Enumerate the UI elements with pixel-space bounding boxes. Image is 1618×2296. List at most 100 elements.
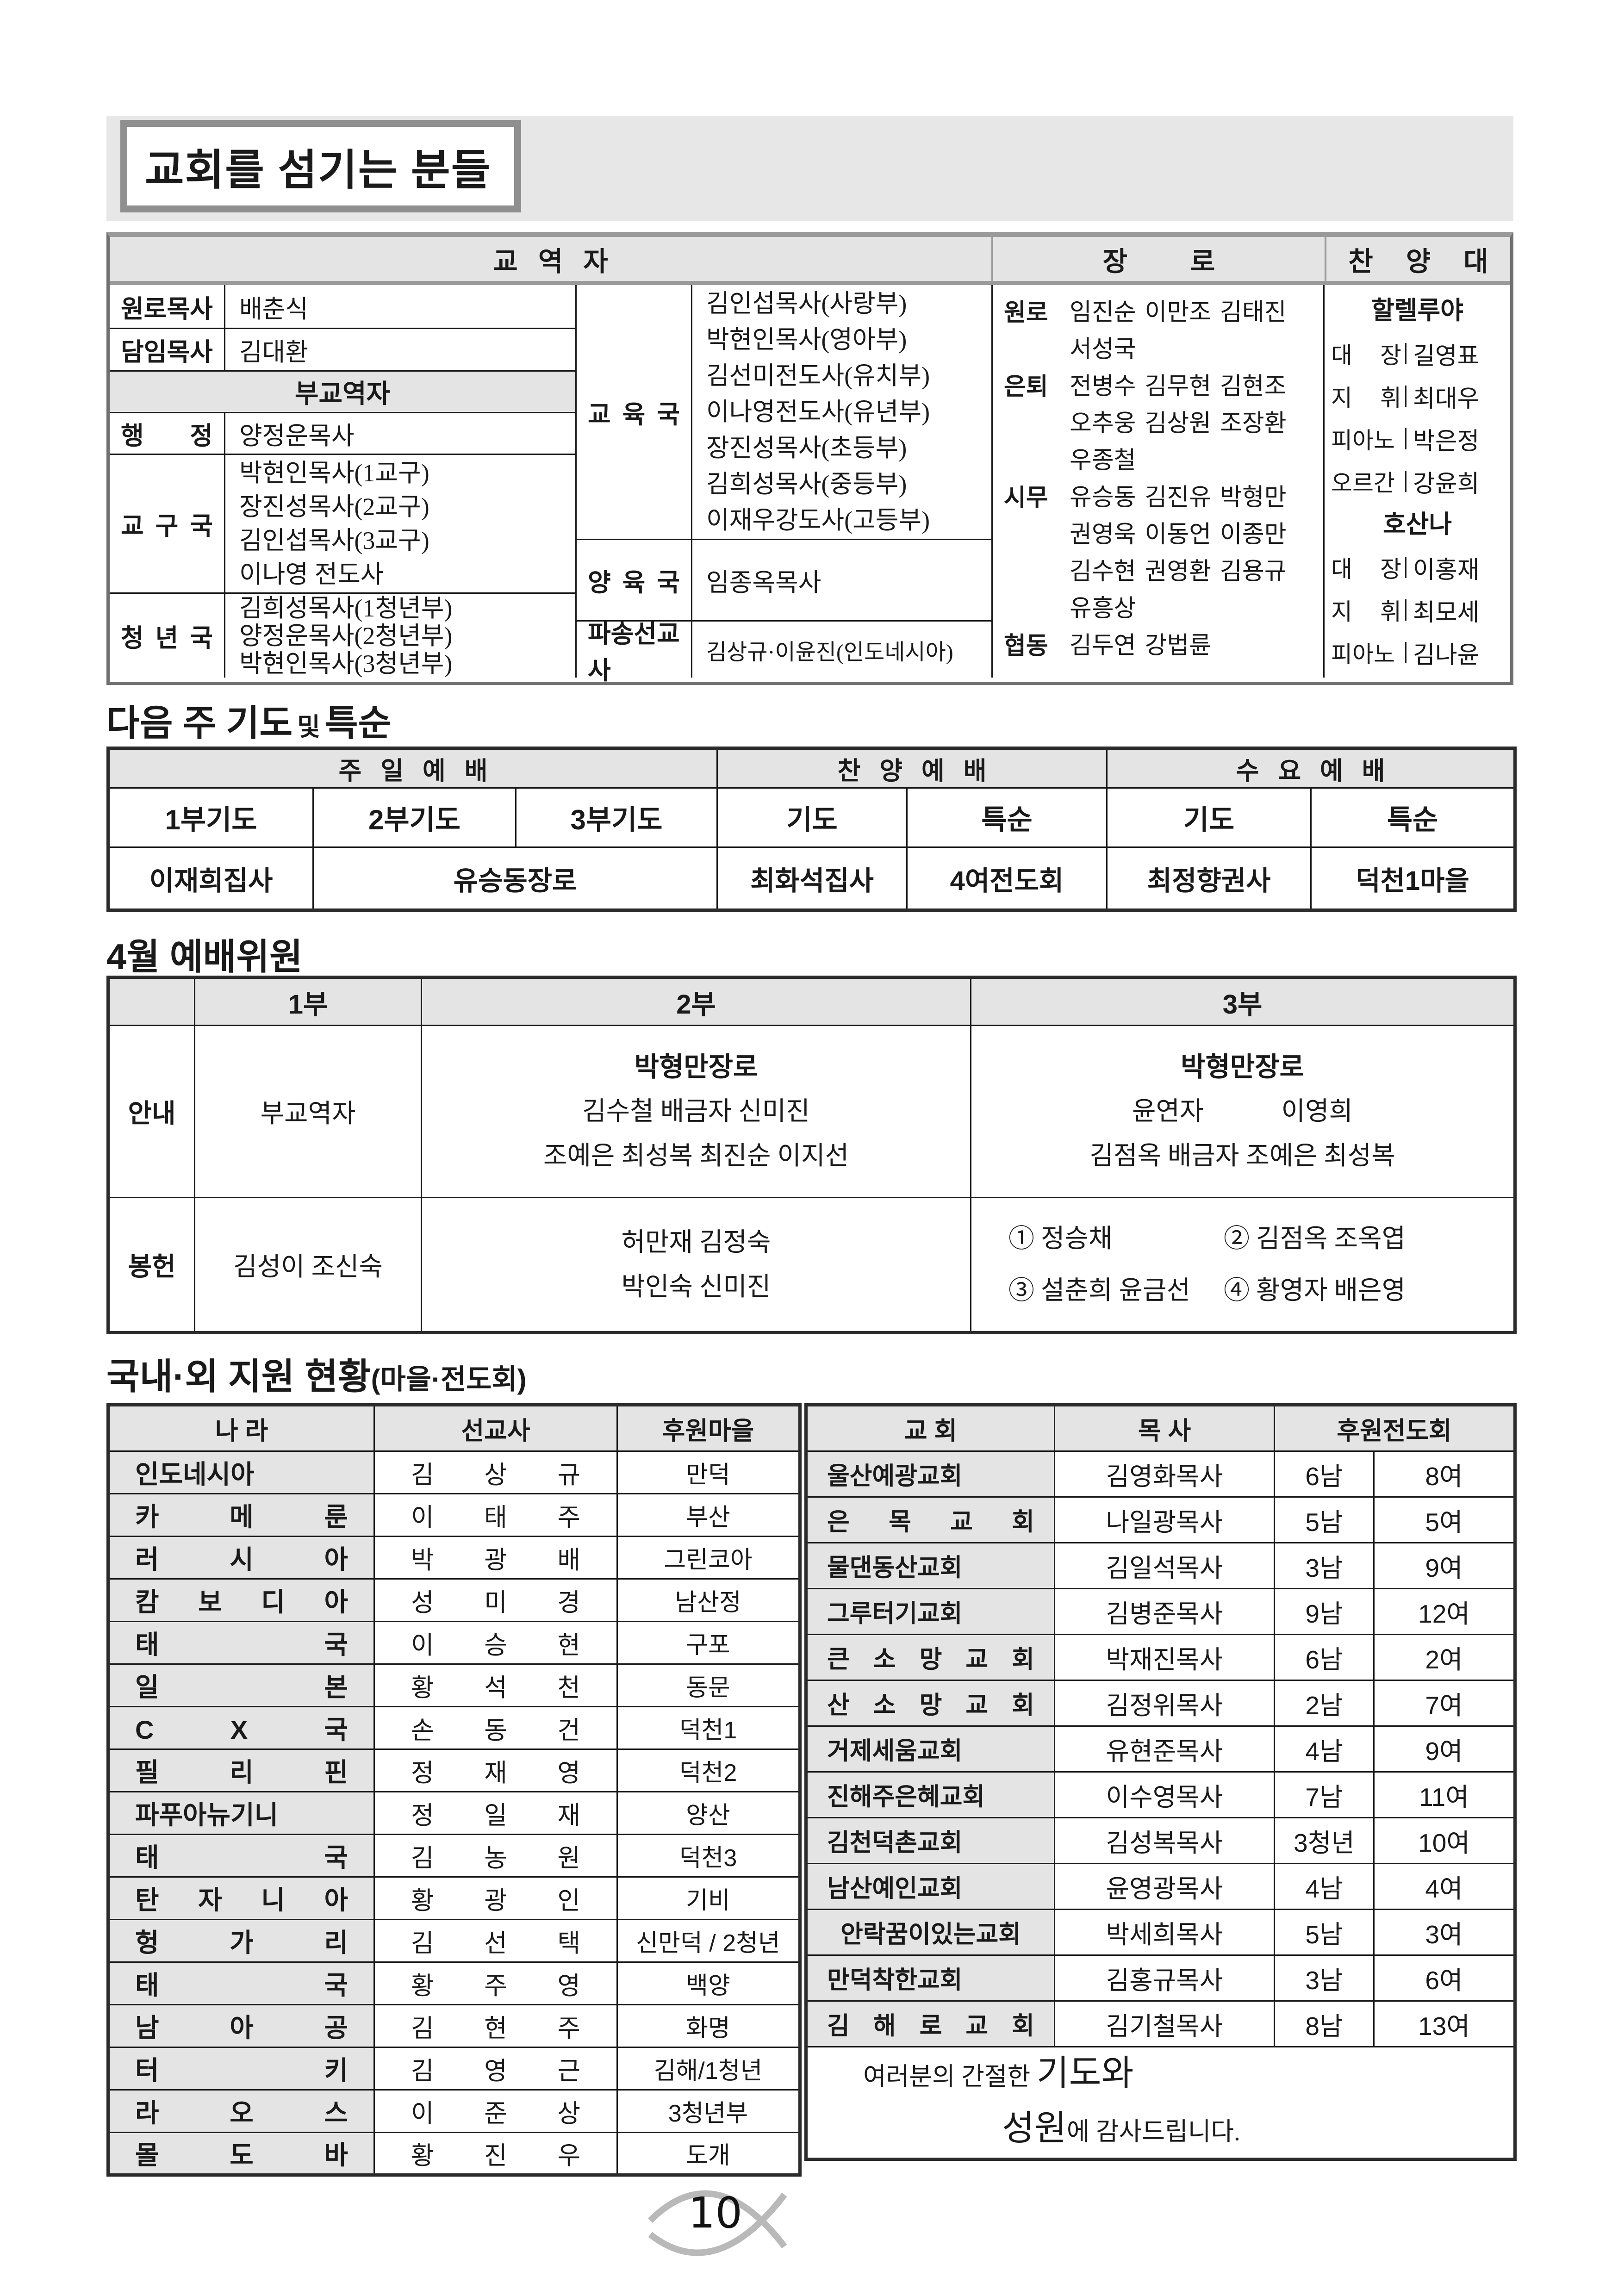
column-header: 1부기도 — [107, 787, 314, 848]
column-header: 목 사 — [1054, 1404, 1275, 1452]
village-cell: 도개 — [616, 2132, 801, 2176]
church-cell: 울산예광교회 — [805, 1450, 1055, 1498]
country-cell: 필 리 핀 — [107, 1748, 375, 1792]
column-header: 특순 — [906, 787, 1108, 848]
women-count-cell: 3여 — [1373, 1909, 1516, 1956]
village-cell: 3청년부 — [616, 2089, 801, 2133]
table-row: 거제세움교회 유현준목사 4남 9여 — [805, 1725, 1516, 1773]
divider — [1405, 642, 1406, 663]
men-count-cell: 5남 — [1274, 1909, 1375, 1956]
church-cell: 큰 소 망 교 회 — [805, 1634, 1055, 1681]
row-value: 김상규·이윤진(인도네시아) — [706, 640, 953, 665]
table-row: 행 정 양정운목사 — [110, 412, 575, 454]
church-cell: 은 목 교 회 — [805, 1496, 1055, 1543]
column-header: 2부기도 — [312, 787, 517, 848]
table-row: 담임목사 김대환 — [110, 328, 575, 370]
offering-p1-cell: 김성이 조신숙 — [194, 1197, 422, 1333]
table-row: 안내 부교역자 박형만장로 김수철 배금자 신미진 조예은 최성복 최진순 이지… — [107, 1025, 1516, 1198]
church-cell: 그루터기교회 — [805, 1588, 1055, 1635]
village-cell: 백양 — [616, 1961, 801, 2005]
village-cell: 동문 — [616, 1663, 801, 1707]
row-value: 김대환 — [239, 338, 309, 366]
divider — [1405, 343, 1406, 364]
country-cell: 태 국 — [107, 1961, 375, 2005]
village-cell: 만덕 — [616, 1450, 801, 1494]
row-label: 행 정 — [110, 413, 225, 454]
men-count-cell: 3청년 — [1274, 1817, 1375, 1864]
village-cell: 부산 — [616, 1493, 801, 1537]
missionary-cell: 김 상 규 — [373, 1450, 618, 1494]
men-count-cell: 2남 — [1274, 1680, 1375, 1727]
column-header: 기도 — [716, 787, 908, 848]
men-count-cell: 7남 — [1274, 1771, 1375, 1818]
church-cell: 거제세움교회 — [805, 1725, 1055, 1773]
row-label: 교 구 국 — [110, 455, 225, 592]
missionary-cell: 황 주 영 — [373, 1961, 618, 2005]
table-row: 울산예광교회 김영화목사 6남 8여 — [805, 1450, 1516, 1498]
women-count-cell: 7여 — [1373, 1680, 1516, 1727]
pastor-cell: 유현준목사 — [1054, 1725, 1275, 1773]
women-count-cell: 12여 — [1373, 1588, 1516, 1635]
assignee-cell: 덕천1마을 — [1310, 846, 1516, 911]
women-count-cell: 11여 — [1373, 1771, 1516, 1818]
table-row: 교 회 목 사 후원전도회 — [805, 1404, 1516, 1452]
missionary-cell: 이 태 주 — [373, 1493, 618, 1537]
divider — [1405, 599, 1406, 621]
table-row: 양 육 국 임종옥목사 — [577, 539, 991, 620]
table-row: 원로목사 배춘식 — [110, 285, 575, 328]
elders-column: 원로 임진순 이만조 김태진 서성국 은퇴 전병수 김무현 김현조 오추웅 김상… — [991, 285, 1323, 678]
column-header: 특순 — [1310, 787, 1516, 848]
women-count-cell: 10여 — [1373, 1817, 1516, 1864]
village-cell: 김해/1청년 — [616, 2047, 801, 2091]
men-count-cell: 4남 — [1274, 1725, 1375, 1773]
missionary-cell: 김 영 근 — [373, 2047, 618, 2091]
missionary-cell: 정 재 영 — [373, 1748, 618, 1792]
missionary-cell: 성 미 경 — [373, 1578, 618, 1622]
village-cell: 덕천2 — [616, 1748, 801, 1792]
country-cell: 헝 가 리 — [107, 1919, 375, 1963]
choir-role-row: 지 휘 최모세 — [1331, 599, 1480, 626]
village-cell: 양산 — [616, 1791, 801, 1835]
church-cell: 진해주은혜교회 — [805, 1771, 1055, 1818]
choir-role-row: 지 휘 최대우 — [1331, 385, 1480, 412]
next-week-heading: 다음 주 기도 및 특순 — [106, 703, 392, 743]
table-row: 봉헌 김성이 조신숙 허만재 김정숙 박인숙 신미진 ① 정승채 ② 김점옥 조… — [107, 1197, 1516, 1333]
country-cell: 일 본 — [107, 1663, 375, 1707]
pastor-cell: 김일석목사 — [1054, 1542, 1275, 1589]
table-row: 청 년 국 김희성목사(1청년부) 양정운목사(2청년부) 박현인목사(3청년부… — [110, 592, 575, 678]
ichthys-fish-icon — [648, 2190, 787, 2256]
pastor-cell: 김홍규목사 — [1054, 1954, 1275, 2002]
table-row: 김 해 로 교 회 김기철목사 8남 13여 — [805, 2000, 1516, 2047]
column-header: 교 회 — [805, 1404, 1055, 1452]
country-cell: 러 시 아 — [107, 1536, 375, 1580]
village-cell: 구포 — [616, 1621, 801, 1665]
next-week-table: 주 일 예 배 찬 양 예 배 수 요 예 배 1부기도 2부기도 3부기도 기… — [106, 747, 1517, 912]
table-row: 인도네시아 김 상 규 만덕 — [107, 1450, 801, 1494]
row-value: 박현인목사(1교구) 장진성목사(2교구) 김인섭목사(3교구) 이나영 전도사 — [239, 459, 429, 588]
row-value: 양정운목사 — [239, 422, 355, 450]
servants-table: 교 역 자 장 로 찬 양 대 원로목사 배춘식 담임목사 김대환 부교역자 행… — [106, 232, 1513, 685]
pastor-cell: 김기철목사 — [1054, 2000, 1275, 2047]
table-row: 파송선교사 김상규·이윤진(인도네시아) — [577, 620, 991, 684]
elder-group: 시무 유승동 김진유 박형만 권영욱 이동언 이종만 김수현 권영환 김용규 유… — [1004, 485, 1287, 622]
pastor-cell: 김영화목사 — [1054, 1450, 1275, 1498]
column-header: 1부 — [194, 977, 422, 1026]
missionary-cell: 김 현 주 — [373, 2004, 618, 2048]
men-count-cell: 3남 — [1274, 1954, 1375, 2002]
table-row: 그루터기교회 김병준목사 9남 12여 — [805, 1588, 1516, 1635]
page-title: 교회를 섬기는 분들 — [145, 146, 492, 194]
table-row: 교 구 국 박현인목사(1교구) 장진성목사(2교구) 김인섭목사(3교구) 이… — [110, 454, 575, 592]
missionary-cell: 황 광 인 — [373, 1876, 618, 1920]
women-count-cell: 5여 — [1373, 1496, 1516, 1543]
column-header: 3부 — [970, 977, 1516, 1026]
